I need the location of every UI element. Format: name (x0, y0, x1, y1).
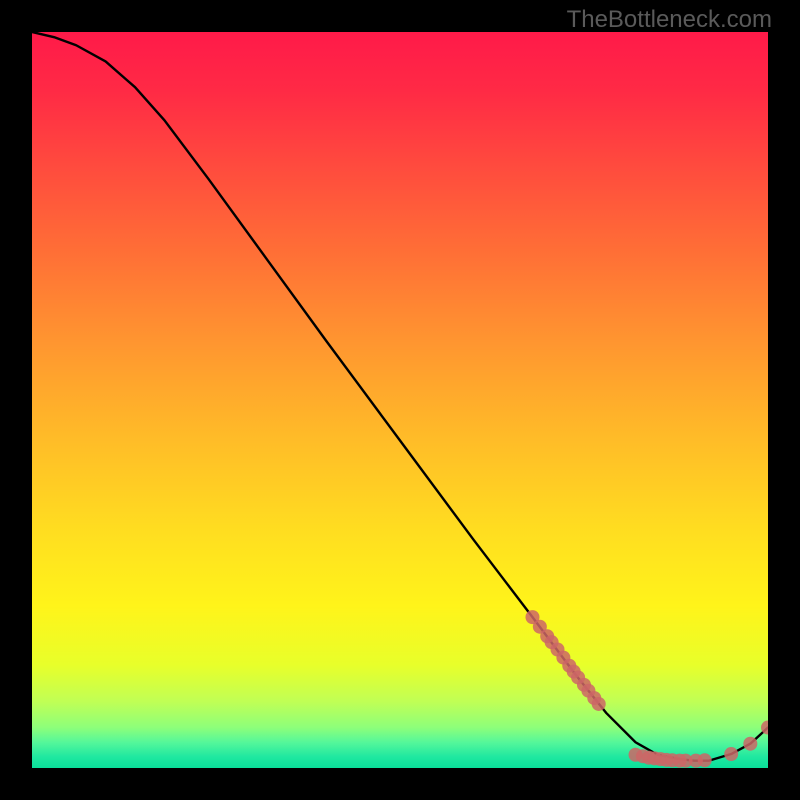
plot-area (32, 32, 768, 768)
chart-stage: TheBottleneck.com (0, 0, 800, 800)
watermark-text: TheBottleneck.com (567, 6, 772, 34)
data-marker (743, 737, 757, 751)
data-marker (592, 697, 606, 711)
data-marker (698, 753, 712, 767)
chart-svg (32, 32, 768, 768)
data-marker (724, 747, 738, 761)
chart-background (32, 32, 768, 768)
